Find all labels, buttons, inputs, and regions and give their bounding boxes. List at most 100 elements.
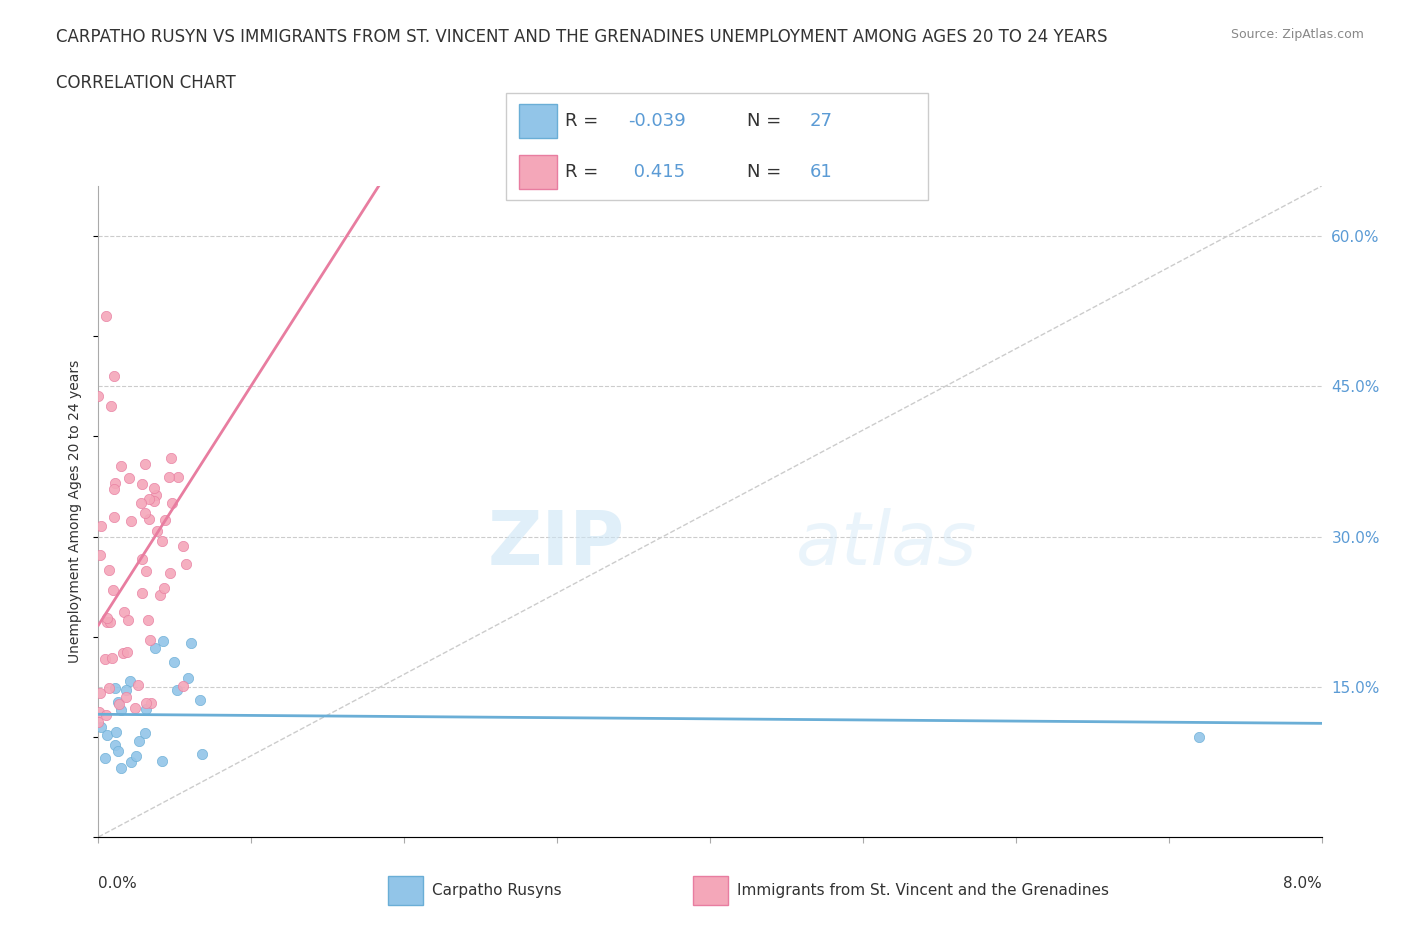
Point — [135, 696, 157, 711]
Text: 0.415: 0.415 — [628, 163, 686, 181]
Point — [118, 471, 141, 485]
Text: 27: 27 — [810, 112, 832, 130]
Point — [87, 715, 110, 730]
Point — [135, 702, 157, 717]
Text: -0.039: -0.039 — [628, 112, 686, 130]
Point — [90, 518, 112, 533]
Point — [110, 702, 132, 717]
Point — [150, 533, 173, 548]
Point — [157, 470, 180, 485]
Point — [124, 701, 146, 716]
Point — [162, 495, 184, 510]
Point — [89, 547, 111, 562]
Point — [94, 651, 117, 666]
Point — [98, 680, 121, 695]
Point — [103, 369, 125, 384]
Point — [89, 686, 111, 701]
Point — [104, 737, 127, 752]
Point — [104, 475, 127, 490]
Point — [118, 673, 141, 688]
Point — [134, 725, 156, 740]
Point — [160, 450, 183, 465]
Text: atlas: atlas — [796, 508, 977, 580]
Point — [115, 645, 138, 660]
Point — [159, 565, 181, 580]
Point — [191, 747, 214, 762]
Point — [153, 580, 176, 595]
FancyBboxPatch shape — [388, 876, 422, 905]
Point — [98, 615, 121, 630]
Point — [129, 495, 152, 510]
Point — [131, 477, 153, 492]
Point — [176, 556, 198, 571]
Point — [138, 512, 160, 526]
Point — [153, 512, 176, 527]
Text: 0.0%: 0.0% — [98, 876, 138, 891]
Point — [96, 615, 118, 630]
Text: 8.0%: 8.0% — [1282, 876, 1322, 891]
Text: ZIP: ZIP — [486, 508, 624, 580]
Point — [93, 751, 115, 766]
Point — [98, 563, 121, 578]
Point — [172, 539, 194, 554]
Point — [127, 678, 149, 693]
Point — [135, 564, 157, 578]
Point — [136, 612, 159, 627]
Point — [94, 309, 117, 324]
Point — [176, 671, 198, 685]
Point — [107, 744, 129, 759]
Text: R =: R = — [565, 163, 605, 181]
Point — [96, 727, 118, 742]
Text: 61: 61 — [810, 163, 832, 181]
Point — [101, 650, 124, 665]
Point — [131, 551, 153, 566]
Point — [134, 457, 156, 472]
Text: N =: N = — [747, 163, 786, 181]
Point — [89, 704, 111, 719]
Point — [134, 506, 156, 521]
Text: R =: R = — [565, 112, 605, 130]
Point — [103, 510, 125, 525]
Point — [138, 491, 160, 506]
Point — [96, 611, 118, 626]
Point — [152, 633, 174, 648]
Point — [103, 482, 125, 497]
Point — [188, 693, 211, 708]
Point — [139, 632, 162, 647]
Text: CORRELATION CHART: CORRELATION CHART — [56, 74, 236, 92]
Point — [142, 494, 165, 509]
Point — [149, 588, 172, 603]
Point — [112, 604, 135, 619]
Point — [107, 695, 129, 710]
Text: Carpatho Rusyns: Carpatho Rusyns — [433, 883, 562, 898]
Point — [110, 459, 132, 474]
Point — [152, 753, 174, 768]
Text: CARPATHO RUSYN VS IMMIGRANTS FROM ST. VINCENT AND THE GRENADINES UNEMPLOYMENT AM: CARPATHO RUSYN VS IMMIGRANTS FROM ST. VI… — [56, 28, 1108, 46]
Point — [1188, 729, 1211, 744]
Text: N =: N = — [747, 112, 786, 130]
Text: Immigrants from St. Vincent and the Grenadines: Immigrants from St. Vincent and the Gren… — [738, 883, 1109, 898]
Point — [101, 582, 124, 597]
Point — [166, 683, 188, 698]
Point — [100, 399, 122, 414]
Point — [131, 586, 153, 601]
Point — [115, 683, 138, 698]
Point — [166, 470, 188, 485]
Point — [146, 524, 169, 538]
Point — [163, 654, 186, 669]
FancyBboxPatch shape — [506, 93, 928, 200]
Point — [120, 513, 142, 528]
Point — [90, 720, 112, 735]
Point — [125, 749, 148, 764]
Point — [110, 761, 132, 776]
Point — [128, 734, 150, 749]
Point — [104, 681, 127, 696]
Point — [115, 690, 138, 705]
Point — [120, 755, 142, 770]
Point — [111, 646, 134, 661]
Point — [108, 698, 131, 712]
Point — [141, 696, 163, 711]
Point — [142, 480, 165, 495]
Point — [180, 636, 202, 651]
FancyBboxPatch shape — [519, 104, 557, 138]
